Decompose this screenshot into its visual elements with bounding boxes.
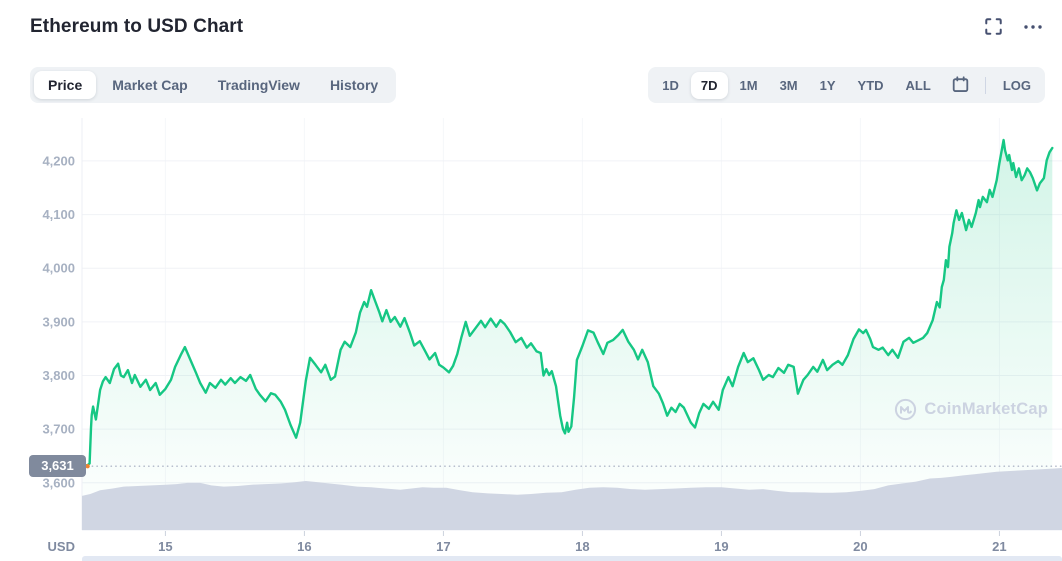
range-log[interactable]: LOG xyxy=(993,72,1041,99)
page-title: Ethereum to USD Chart xyxy=(30,15,244,37)
tab-market-cap[interactable]: Market Cap xyxy=(98,71,201,99)
x-axis-label: 20 xyxy=(853,539,867,554)
range-3m[interactable]: 3M xyxy=(770,72,808,99)
header-actions xyxy=(981,14,1046,39)
range-all[interactable]: ALL xyxy=(896,72,941,99)
range-1y[interactable]: 1Y xyxy=(810,72,846,99)
price-line xyxy=(81,138,1054,468)
y-axis-label: 4,000 xyxy=(42,261,75,276)
x-axis-label: 21 xyxy=(992,539,1006,554)
range-1m[interactable]: 1M xyxy=(730,72,768,99)
chart-tabs: Price Market Cap TradingView History xyxy=(30,67,397,103)
current-price-badge: 3,631 xyxy=(29,455,86,477)
y-axis-label: 3,900 xyxy=(42,314,75,329)
fullscreen-button[interactable] xyxy=(981,14,1006,39)
y-axis-label: 3,800 xyxy=(42,368,75,383)
y-axis-label: 4,200 xyxy=(42,153,75,168)
x-axis-label: 15 xyxy=(158,539,172,554)
range-7d[interactable]: 7D xyxy=(690,71,728,99)
range-ytd[interactable]: YTD xyxy=(848,72,894,99)
y-axis-label: 3,700 xyxy=(42,422,75,437)
chart-toolbar: Price Market Cap TradingView History 1D 7D 1M… xyxy=(30,67,1045,103)
more-options-button[interactable] xyxy=(1020,20,1046,34)
tab-price[interactable]: Price xyxy=(34,71,97,99)
price-area-fill xyxy=(82,140,1053,530)
volume-area xyxy=(82,468,1062,530)
ellipsis-icon xyxy=(1024,24,1042,29)
tab-tradingview[interactable]: TradingView xyxy=(204,71,314,99)
range-selector: 1D 7D 1M 3M 1Y YTD ALL LOG xyxy=(648,67,1045,103)
open-price-dot xyxy=(85,464,90,469)
y-axis-label: 3,600 xyxy=(42,475,75,490)
range-navigator[interactable] xyxy=(82,556,1062,561)
x-axis-label: 19 xyxy=(714,539,728,554)
tab-history[interactable]: History xyxy=(316,71,392,99)
range-1d[interactable]: 1D xyxy=(652,72,689,99)
x-axis-label: 16 xyxy=(297,539,311,554)
toolbar-divider xyxy=(984,76,986,94)
chart-series xyxy=(81,138,1062,530)
currency-label: USD xyxy=(48,539,75,554)
y-axis-label: 4,100 xyxy=(42,207,75,222)
chart-axes: 3,600 3,700 3,800 3,900 4,000 4,100 4,200 15 16 1… xyxy=(42,153,1006,554)
chart-header: Ethereum to USD Chart xyxy=(30,14,1046,39)
x-axis-label: 17 xyxy=(436,539,450,554)
fullscreen-icon xyxy=(985,18,1002,35)
x-axis-label: 18 xyxy=(575,539,589,554)
calendar-button[interactable] xyxy=(943,71,978,99)
calendar-icon xyxy=(952,76,969,92)
